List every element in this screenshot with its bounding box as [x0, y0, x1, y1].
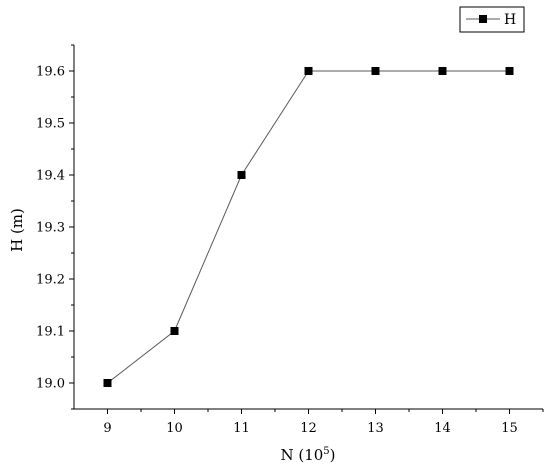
- legend-marker-sample: [479, 15, 487, 23]
- data-point-marker: [438, 67, 447, 75]
- legend: H: [459, 6, 525, 33]
- y-tick-label: 19.0: [36, 377, 65, 392]
- x-tick-label: 12: [300, 421, 317, 436]
- x-tick-label: 15: [501, 421, 518, 436]
- y-tick-label: 19.2: [36, 273, 65, 288]
- data-point-marker: [170, 327, 179, 335]
- data-point-marker: [505, 67, 514, 75]
- ticks: 9 10 11 12 13 14 15 19.0 19.1 19.2 19.3 19.4 19.5 19.…: [36, 44, 544, 436]
- data-point-marker: [237, 171, 246, 179]
- data-point-marker: [304, 67, 313, 75]
- x-tick-label: 11: [233, 421, 250, 436]
- data-point-marker: [103, 379, 112, 387]
- x-tick-label: 13: [367, 421, 384, 436]
- y-tick-label: 19.5: [36, 117, 65, 132]
- legend-label: H: [504, 12, 516, 28]
- series-line: [107, 70, 510, 384]
- x-tick-label: 9: [103, 421, 111, 436]
- x-tick-label: 14: [434, 421, 451, 436]
- y-tick-label: 19.3: [36, 221, 65, 236]
- y-tick-label: 19.1: [36, 325, 65, 340]
- x-tick-label: 10: [166, 421, 183, 436]
- series-group: [103, 67, 514, 387]
- data-point-marker: [371, 67, 380, 75]
- y-tick-label: 19.6: [36, 65, 65, 80]
- y-axis-title: H (m): [8, 208, 26, 252]
- x-axis-title: N (105): [280, 446, 335, 464]
- y-tick-label: 19.4: [36, 169, 65, 184]
